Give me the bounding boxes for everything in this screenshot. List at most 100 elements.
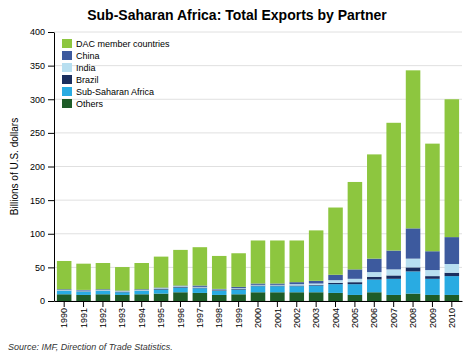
tick: 2004 xyxy=(331,301,341,328)
y-axis: 050100150200250300350400 xyxy=(30,27,55,306)
bar xyxy=(289,240,304,282)
bar xyxy=(328,275,343,280)
bar xyxy=(76,290,91,292)
tick-mark xyxy=(219,301,220,307)
bar xyxy=(425,270,440,276)
tick: 350 xyxy=(30,61,54,71)
tick-label: 1996 xyxy=(176,308,186,328)
bar xyxy=(96,263,111,289)
tick: 1991 xyxy=(79,301,89,328)
bar xyxy=(348,279,363,282)
bar xyxy=(173,286,188,288)
tick-mark xyxy=(296,301,297,307)
bar xyxy=(193,247,208,285)
tick: 2006 xyxy=(369,301,379,328)
bar xyxy=(425,251,440,270)
legend-label: Others xyxy=(76,99,104,109)
tick: 2005 xyxy=(350,301,360,328)
tick: 1992 xyxy=(98,301,108,328)
tick-label: 2004 xyxy=(331,308,341,328)
bar xyxy=(251,285,266,287)
bar xyxy=(289,285,304,287)
bar xyxy=(134,290,149,291)
tick-mark xyxy=(180,301,181,307)
tick: 100 xyxy=(30,229,54,239)
tick-mark xyxy=(161,301,162,307)
tick-mark xyxy=(48,301,54,302)
tick-label: 2000 xyxy=(253,308,263,328)
tick-label: 1993 xyxy=(117,308,127,328)
bar xyxy=(76,295,91,301)
legend-item: India xyxy=(62,63,96,73)
tick-mark xyxy=(122,301,123,307)
tick-label: 2009 xyxy=(428,308,438,328)
tick-label: 300 xyxy=(30,95,45,105)
axis-line xyxy=(54,33,55,302)
tick-mark xyxy=(413,301,414,307)
bar xyxy=(270,240,285,283)
tick-label: 1997 xyxy=(195,308,205,328)
bar xyxy=(289,286,304,292)
tick: 2007 xyxy=(389,301,399,328)
bar xyxy=(270,292,285,301)
bar xyxy=(445,264,460,273)
bar xyxy=(76,292,91,295)
tick: 1995 xyxy=(156,301,166,328)
x-axis: 1990199119921993199419951996199719981999… xyxy=(55,301,463,328)
bar xyxy=(96,294,111,301)
tick-label: 250 xyxy=(30,128,45,138)
tick-label: 2002 xyxy=(292,308,302,328)
tick-mark xyxy=(335,301,336,307)
bar xyxy=(115,295,130,301)
tick-mark xyxy=(258,301,259,307)
bar xyxy=(251,286,266,292)
bar xyxy=(309,286,324,293)
tick-label: 1999 xyxy=(234,308,244,328)
bar xyxy=(134,294,149,301)
bar xyxy=(309,281,324,284)
bar xyxy=(348,182,363,269)
tick: 2003 xyxy=(311,301,321,328)
bar xyxy=(367,292,382,301)
bar xyxy=(76,264,91,290)
bar xyxy=(289,284,304,285)
bar xyxy=(445,237,460,264)
bar xyxy=(115,292,130,295)
bar xyxy=(212,289,227,291)
tick-mark xyxy=(48,66,54,67)
legend-swatch xyxy=(62,51,72,60)
tick-mark xyxy=(83,301,84,307)
tick-mark xyxy=(238,301,239,307)
bar xyxy=(386,269,401,275)
bar xyxy=(367,279,382,292)
tick: 1998 xyxy=(214,301,224,328)
grid-line xyxy=(54,99,462,100)
bar xyxy=(231,288,246,290)
bar xyxy=(445,295,460,301)
bar xyxy=(57,289,72,291)
legend-label: Brazil xyxy=(76,75,99,85)
bar xyxy=(289,282,304,284)
tick-label: 2001 xyxy=(273,308,283,328)
tick: 1999 xyxy=(234,301,244,328)
tick-label: 200 xyxy=(30,162,45,172)
tick-label: 1995 xyxy=(156,308,166,328)
bar xyxy=(386,279,401,295)
bar xyxy=(212,295,227,301)
bar xyxy=(445,276,460,295)
bar xyxy=(115,291,130,292)
tick-mark xyxy=(432,301,433,307)
bar xyxy=(309,284,324,285)
bar xyxy=(348,282,363,284)
legend-label: China xyxy=(76,51,100,61)
bar xyxy=(154,290,169,294)
bar xyxy=(367,272,382,277)
legend-item: Others xyxy=(62,99,104,109)
tick-mark xyxy=(199,301,200,307)
bar xyxy=(251,284,266,286)
bar xyxy=(367,259,382,272)
bar xyxy=(57,290,72,291)
bar xyxy=(57,261,72,289)
bar xyxy=(406,228,421,258)
bar xyxy=(251,284,266,285)
